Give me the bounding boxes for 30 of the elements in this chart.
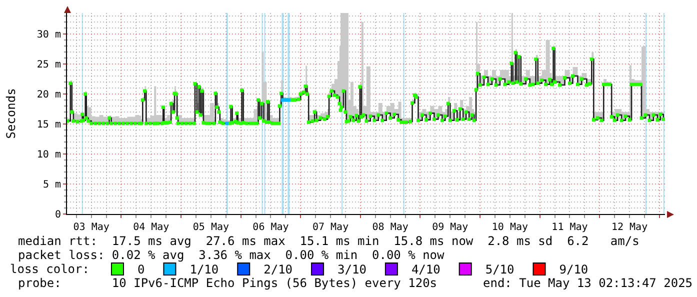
legend-label: 5/10 [485, 262, 514, 277]
y-tick-label: 0 [54, 210, 61, 220]
legend-label: 9/10 [559, 262, 588, 277]
y-tick-label: 30 m [36, 30, 61, 40]
legend-label: 0 [137, 262, 145, 277]
x-tick-label: 05 May [192, 222, 230, 233]
x-tick-label: 12 May [611, 222, 648, 233]
y-tick-label: 5 m [42, 180, 61, 190]
legend-title: loss color: [10, 262, 90, 276]
text: probe: 10 IPv6-ICMP Echo Pings (56 Bytes) every 120s [18, 276, 438, 290]
legend-label: 3/10 [338, 262, 366, 277]
legend-label: 2/10 [264, 262, 293, 277]
y-tick-label: 10 m [36, 150, 61, 160]
text: end: Tue May 13 02:13:47 2025 [483, 276, 693, 290]
x-tick-label: 08 May [372, 222, 408, 233]
x-tick-label: 10 May [492, 222, 528, 233]
y-tick-label: 25 m [36, 60, 61, 70]
y-axis-title: Seconds [4, 88, 18, 139]
x-tick-label: 06 May [252, 222, 289, 233]
x-tick-label: 07 May [312, 222, 349, 233]
text: median rtt: 17.5 ms avg 27.6 ms max 15.1 ms min 15.8 ms now 2.8 ms sd 6.2 am/s [18, 234, 640, 248]
x-tick-label: 09 May [432, 222, 468, 233]
x-tick-label: 03 May [73, 222, 110, 233]
x-tick-label: 04 May [133, 222, 170, 233]
y-tick-label: 20 m [36, 90, 61, 100]
x-tick-label: 11 May [552, 222, 588, 233]
legend-label: 1/10 [190, 262, 219, 277]
text: packet loss: 0.02 % avg 3.36 % max 0.00 % min 0.00 % now [18, 248, 446, 262]
y-tick-label: 15 m [36, 120, 61, 130]
legend-label: 4/10 [411, 262, 440, 277]
